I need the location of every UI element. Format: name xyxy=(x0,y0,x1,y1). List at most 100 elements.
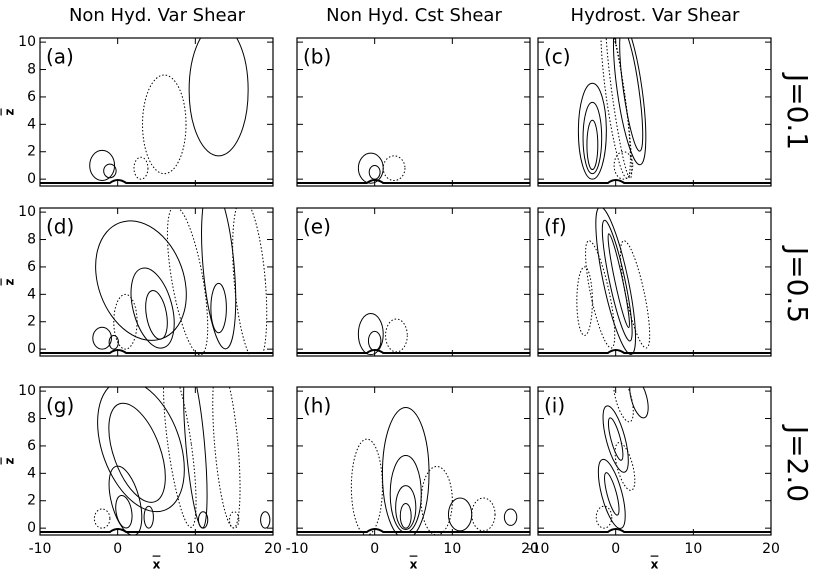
contour-line xyxy=(113,293,138,350)
contour-line xyxy=(585,240,616,349)
panel: 0 2 4 6 8 10 (d) z xyxy=(3,204,274,357)
contour-line xyxy=(602,405,629,473)
plot-frame xyxy=(296,386,531,536)
contour-line xyxy=(357,313,384,356)
x-axis-label: x xyxy=(410,558,418,572)
contour-line xyxy=(97,387,185,513)
x-axis-label: x xyxy=(651,558,659,572)
x-tick-label: -10 xyxy=(527,541,550,557)
contour-line xyxy=(89,149,116,182)
contours xyxy=(40,38,273,184)
plot-frame xyxy=(296,37,531,187)
panel-label: (g) xyxy=(46,394,74,418)
contour-line xyxy=(232,208,268,356)
x-tick-label: 0 xyxy=(611,541,620,557)
panel-label: (d) xyxy=(46,215,74,239)
contour-line xyxy=(503,508,518,526)
y-tick-label: 6 xyxy=(27,259,36,275)
contours xyxy=(538,208,771,355)
plot-frame xyxy=(537,37,772,187)
contours xyxy=(297,152,530,184)
x-tick-label: -10 xyxy=(286,541,309,557)
contour-line xyxy=(597,458,626,529)
plot-frame xyxy=(39,37,274,187)
x-tick-label: 20 xyxy=(264,541,282,557)
x-tick-label: 20 xyxy=(762,541,780,557)
contour-line xyxy=(447,497,473,532)
contour-line xyxy=(604,472,620,516)
terrain xyxy=(40,179,273,184)
contour-line xyxy=(197,511,209,529)
terrain xyxy=(40,528,273,533)
y-axis-label: z xyxy=(3,108,17,115)
contour-line xyxy=(188,38,249,157)
y-tick-label: 0 xyxy=(27,341,36,357)
contour-line xyxy=(601,219,633,342)
y-tick-label: 8 xyxy=(27,411,36,427)
contours xyxy=(40,387,273,535)
contour-line xyxy=(368,164,381,180)
panel: -10 0 10 20 (i) x xyxy=(527,386,780,572)
x-tick-label: 10 xyxy=(186,541,204,557)
contour-line xyxy=(133,156,149,180)
contour-line xyxy=(471,497,496,532)
panel: -10 0 10 20 (h) x xyxy=(286,386,539,572)
panel: (f) xyxy=(537,207,772,357)
plot-frame xyxy=(537,386,772,536)
contour-line xyxy=(145,290,168,340)
column-title: Non Hyd. Cst Shear xyxy=(326,5,502,26)
contours xyxy=(297,313,530,356)
y-tick-label: 0 xyxy=(27,520,36,536)
contour-line xyxy=(614,442,636,491)
y-tick-label: 6 xyxy=(27,438,36,454)
contour-line xyxy=(605,38,633,179)
x-tick-label: 20 xyxy=(521,541,539,557)
panel: (c) xyxy=(537,37,772,187)
panel-label: (b) xyxy=(303,45,331,69)
panel: (b) xyxy=(296,37,531,187)
x-axis-label: x xyxy=(153,558,161,572)
plot-frame xyxy=(39,386,274,536)
contours xyxy=(40,208,273,356)
column-title: Non Hyd. Var Shear xyxy=(69,5,246,26)
contour-line xyxy=(629,387,649,419)
y-tick-label: 4 xyxy=(27,465,36,481)
x-tick-label: 10 xyxy=(443,541,461,557)
contour-line xyxy=(143,505,154,529)
y-tick-label: 10 xyxy=(18,204,36,220)
y-tick-label: 2 xyxy=(27,493,36,509)
y-tick-label: 4 xyxy=(27,286,36,302)
contour-line xyxy=(210,282,227,334)
y-tick-label: 8 xyxy=(27,62,36,78)
contour-line xyxy=(619,240,651,349)
contour-line xyxy=(103,163,117,179)
contour-line xyxy=(201,208,237,350)
contour-line xyxy=(92,326,112,350)
y-tick-label: 0 xyxy=(27,171,36,187)
panel-label: (c) xyxy=(544,45,571,69)
contour-line xyxy=(576,266,593,336)
x-tick-label: 0 xyxy=(370,541,379,557)
y-tick-label: 2 xyxy=(27,314,36,330)
row-label: J=2.0 xyxy=(781,424,814,502)
panel-label: (e) xyxy=(303,215,331,239)
contour-line xyxy=(582,101,603,175)
y-tick-label: 4 xyxy=(27,116,36,132)
panel: (e) xyxy=(296,207,531,357)
panel: 0 2 4 6 8 10 (a) z xyxy=(3,34,274,187)
contour-line xyxy=(108,465,143,535)
terrain xyxy=(538,349,771,354)
contour-line xyxy=(389,455,422,533)
y-tick-label: 2 xyxy=(27,144,36,160)
contour-line xyxy=(142,74,187,175)
contours xyxy=(538,387,771,533)
y-tick-label: 10 xyxy=(18,34,36,50)
terrain xyxy=(297,528,530,533)
row-label: J=0.1 xyxy=(781,72,814,150)
contours xyxy=(297,407,530,535)
x-tick-label: 0 xyxy=(113,541,122,557)
contour-line xyxy=(350,438,383,535)
panel-label: (i) xyxy=(544,394,565,418)
contour-line xyxy=(115,494,133,529)
